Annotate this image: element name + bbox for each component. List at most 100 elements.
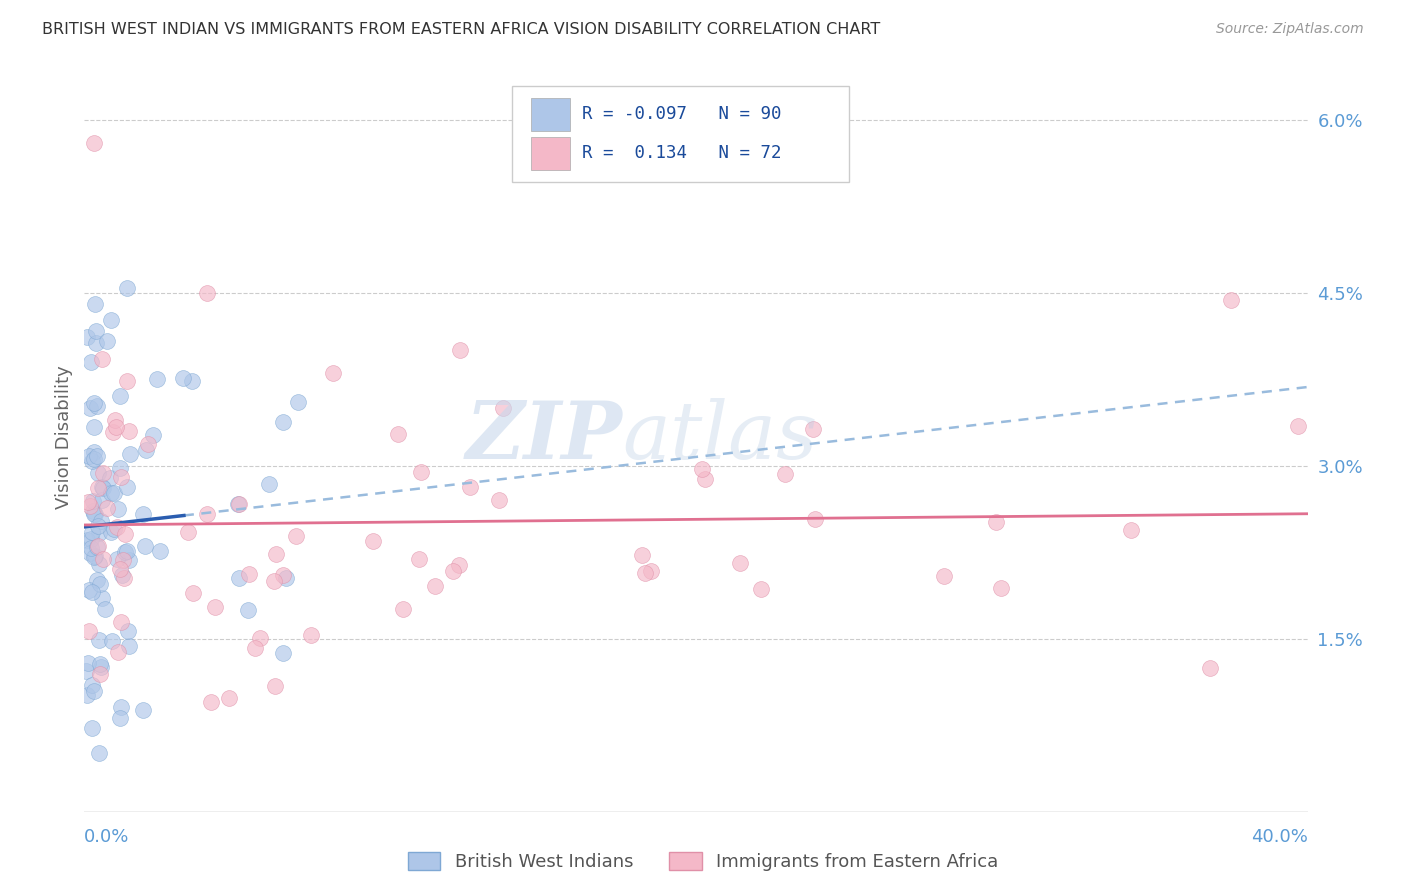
Point — [449, 558, 471, 573]
Point — [271, 646, 294, 660]
Text: R = -0.097   N = 90: R = -0.097 N = 90 — [582, 105, 782, 123]
Point — [108, 711, 131, 725]
Point — [271, 568, 294, 582]
Point — [148, 544, 170, 558]
Point — [425, 579, 447, 593]
Point — [103, 522, 125, 536]
Point — [730, 556, 752, 570]
Point — [107, 502, 129, 516]
Point — [76, 495, 98, 509]
Point — [1286, 418, 1309, 433]
Point — [100, 312, 122, 326]
Point — [693, 472, 716, 486]
Point — [218, 691, 240, 706]
Point — [91, 351, 114, 366]
Point — [749, 582, 772, 596]
Point — [90, 492, 112, 507]
Point — [181, 586, 204, 600]
Point — [86, 449, 108, 463]
Point — [76, 330, 98, 344]
Point — [274, 571, 297, 585]
Point — [89, 666, 111, 681]
Text: 0.0%: 0.0% — [84, 829, 129, 847]
Point — [87, 466, 110, 480]
Point — [90, 514, 112, 528]
Point — [449, 343, 471, 357]
Point — [105, 552, 128, 566]
Point — [79, 541, 101, 555]
Point — [299, 628, 322, 642]
Point — [408, 552, 430, 566]
Point — [1198, 661, 1220, 675]
Point — [287, 394, 309, 409]
Point — [238, 566, 260, 581]
Point — [177, 524, 200, 539]
Point — [117, 480, 139, 494]
Point — [114, 526, 136, 541]
Point — [249, 632, 271, 646]
Y-axis label: Vision Disability: Vision Disability — [55, 365, 73, 509]
Point — [83, 550, 105, 565]
Point — [91, 481, 114, 495]
Point — [120, 447, 142, 461]
Point — [76, 688, 98, 702]
Point — [263, 679, 285, 693]
Point — [87, 557, 110, 571]
Point — [84, 297, 107, 311]
Point — [458, 480, 481, 494]
Point — [226, 497, 249, 511]
Point — [80, 355, 103, 369]
Point — [146, 372, 169, 386]
Point — [80, 532, 103, 546]
Legend: British West Indians, Immigrants from Eastern Africa: British West Indians, Immigrants from Ea… — [401, 845, 1005, 879]
Point — [236, 603, 259, 617]
Point — [115, 544, 138, 558]
Text: 40.0%: 40.0% — [1251, 829, 1308, 847]
Point — [984, 515, 1007, 529]
Point — [79, 449, 101, 463]
Point — [79, 546, 101, 560]
Point — [105, 520, 128, 534]
Point — [82, 678, 104, 692]
Point — [80, 525, 103, 540]
Point — [93, 466, 115, 480]
Point — [107, 645, 129, 659]
Point — [83, 549, 105, 564]
Point — [101, 633, 124, 648]
Point — [118, 639, 141, 653]
Point — [89, 526, 111, 541]
Point — [195, 285, 218, 300]
Point — [228, 571, 250, 585]
Point — [82, 494, 104, 508]
Point — [257, 477, 280, 491]
Point — [117, 624, 139, 638]
Point — [90, 480, 112, 494]
Text: BRITISH WEST INDIAN VS IMMIGRANTS FROM EASTERN AFRICA VISION DISABILITY CORRELAT: BRITISH WEST INDIAN VS IMMIGRANTS FROM E… — [42, 22, 880, 37]
FancyBboxPatch shape — [531, 97, 569, 130]
Text: ZIP: ZIP — [465, 399, 623, 475]
Point — [135, 442, 157, 457]
Point — [89, 577, 111, 591]
Point — [104, 413, 127, 427]
Point — [76, 533, 98, 547]
Point — [195, 507, 218, 521]
Point — [108, 389, 131, 403]
Point — [86, 540, 108, 554]
Point — [87, 746, 110, 760]
Point — [83, 508, 105, 522]
Point — [142, 427, 165, 442]
Point — [228, 496, 250, 510]
Point — [84, 324, 107, 338]
Point — [773, 467, 796, 481]
Point — [200, 695, 222, 709]
Point — [103, 485, 125, 500]
Point — [111, 553, 134, 567]
Point — [82, 503, 104, 517]
Point — [79, 401, 101, 415]
Point — [100, 471, 122, 485]
Point — [271, 416, 294, 430]
Point — [84, 507, 107, 521]
Point — [136, 437, 159, 451]
Point — [134, 539, 156, 553]
Text: R =  0.134   N = 72: R = 0.134 N = 72 — [582, 145, 782, 162]
